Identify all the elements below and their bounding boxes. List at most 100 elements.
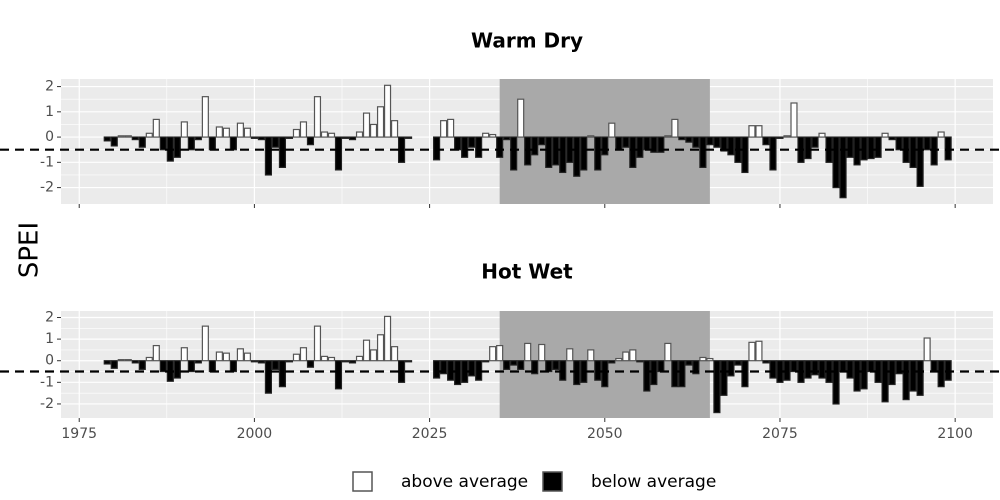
bar xyxy=(180,347,188,362)
bar xyxy=(916,360,924,396)
bar xyxy=(937,131,945,138)
bar xyxy=(257,360,265,364)
bar xyxy=(678,136,686,141)
bar xyxy=(376,106,385,138)
bar xyxy=(937,360,945,388)
bar xyxy=(320,355,329,362)
bar xyxy=(559,136,567,174)
bar xyxy=(124,359,132,362)
bar xyxy=(390,120,399,138)
bar xyxy=(601,360,609,388)
y-tick-label: 1 xyxy=(45,104,54,120)
bar xyxy=(895,360,903,375)
bar xyxy=(727,136,735,156)
x-tick-label: 1975 xyxy=(61,426,97,442)
bar xyxy=(748,341,756,362)
bar xyxy=(103,360,111,365)
bar xyxy=(278,136,287,168)
bar xyxy=(503,136,511,141)
bar xyxy=(531,360,539,375)
bar xyxy=(944,136,952,161)
bar xyxy=(790,360,798,373)
bar xyxy=(545,360,553,373)
bar xyxy=(327,356,336,362)
bar xyxy=(636,360,644,363)
bar xyxy=(341,360,350,363)
bar xyxy=(334,136,343,171)
bar xyxy=(236,348,244,362)
bar xyxy=(769,360,777,379)
bar xyxy=(313,325,322,362)
legend-swatch xyxy=(352,471,373,492)
bar xyxy=(608,122,616,138)
bar xyxy=(524,342,532,362)
bar xyxy=(517,360,525,370)
y-tick-label: 0 xyxy=(45,353,54,369)
bar xyxy=(587,349,595,362)
bar xyxy=(804,136,812,160)
bar xyxy=(348,136,357,141)
bar xyxy=(622,351,630,362)
bar xyxy=(292,353,301,362)
bar xyxy=(601,136,609,156)
bar xyxy=(243,127,251,138)
bar xyxy=(839,360,847,373)
bar xyxy=(741,136,749,174)
bar xyxy=(776,136,784,139)
bar xyxy=(818,132,826,138)
bar xyxy=(215,126,223,138)
bar xyxy=(299,121,308,138)
bar xyxy=(587,135,595,138)
bar xyxy=(362,112,371,138)
bar xyxy=(489,346,497,362)
bar xyxy=(664,135,672,138)
bar xyxy=(173,136,181,158)
bar xyxy=(397,136,406,163)
bar xyxy=(222,352,230,362)
x-tick-label: 2000 xyxy=(237,426,273,442)
bar xyxy=(229,360,237,373)
bar xyxy=(264,360,273,394)
bar xyxy=(482,132,490,138)
y-tick-label: 0 xyxy=(45,129,54,145)
bar xyxy=(685,136,693,143)
bar xyxy=(517,98,525,138)
bar xyxy=(278,360,287,388)
bar xyxy=(839,136,847,199)
bar xyxy=(285,136,294,139)
bar xyxy=(482,360,490,363)
bar xyxy=(902,360,910,401)
bar xyxy=(608,360,616,364)
bar xyxy=(454,136,462,151)
bar xyxy=(215,351,223,362)
bar xyxy=(713,136,721,148)
bar xyxy=(713,360,721,414)
y-tick-label: -2 xyxy=(40,396,54,412)
bar xyxy=(110,136,118,147)
bar xyxy=(909,360,917,392)
bar xyxy=(881,132,889,138)
bar xyxy=(734,360,742,366)
bar xyxy=(138,136,146,148)
bar xyxy=(916,136,924,187)
bar xyxy=(222,127,230,138)
bar xyxy=(573,136,581,177)
bar xyxy=(832,360,840,405)
bar xyxy=(636,136,644,158)
bar xyxy=(510,360,518,366)
bar xyxy=(271,360,280,370)
x-tick-label: 2025 xyxy=(412,426,448,442)
bar xyxy=(496,344,504,362)
bar xyxy=(692,360,700,375)
bar xyxy=(257,136,265,141)
bar xyxy=(355,355,364,362)
bar xyxy=(909,136,917,168)
bar xyxy=(468,136,476,148)
bar xyxy=(888,136,896,141)
bar xyxy=(720,136,728,152)
bar xyxy=(615,136,623,151)
bar xyxy=(404,360,413,363)
bar xyxy=(461,136,469,158)
bar xyxy=(643,136,651,151)
